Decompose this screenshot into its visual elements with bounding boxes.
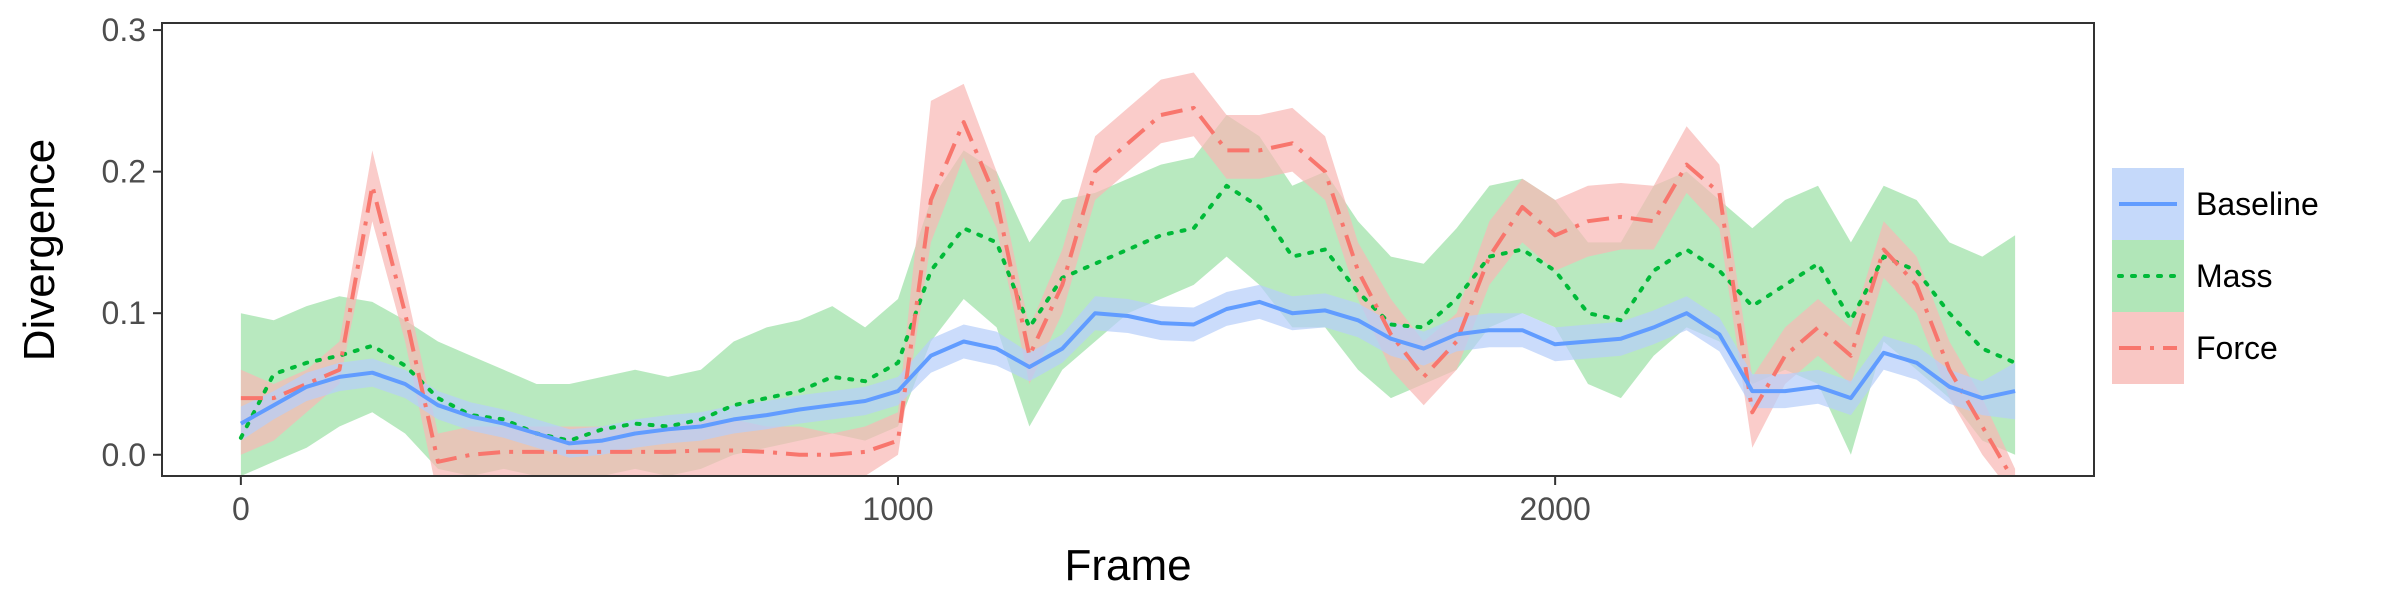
legend: Baseline Mass Force bbox=[2112, 168, 2319, 384]
y-tick-label: 0.3 bbox=[102, 12, 146, 48]
y-axis: 0.0 0.1 0.2 0.3 bbox=[102, 12, 162, 473]
plot-panel-border bbox=[161, 22, 2095, 477]
force-line bbox=[240, 105, 2014, 476]
y-tick-label: 0.0 bbox=[102, 437, 146, 473]
force-band bbox=[240, 72, 2016, 476]
x-axis: 0 1000 2000 bbox=[232, 476, 1591, 527]
baseline-band bbox=[240, 284, 2016, 458]
mass-band bbox=[240, 115, 2016, 476]
y-tick-label: 0.1 bbox=[102, 295, 146, 331]
x-tick-label: 2000 bbox=[1520, 491, 1591, 527]
x-axis-title: Frame bbox=[1064, 541, 1191, 590]
legend-label-mass: Mass bbox=[2196, 258, 2272, 294]
y-axis-title: Divergence bbox=[15, 139, 64, 362]
legend-label-baseline: Baseline bbox=[2196, 186, 2319, 222]
legend-label-force: Force bbox=[2196, 330, 2278, 366]
y-tick-label: 0.2 bbox=[102, 154, 146, 190]
series-lines bbox=[238, 105, 2018, 476]
baseline-line bbox=[239, 299, 2016, 446]
x-tick-label: 0 bbox=[232, 491, 250, 527]
confidence-bands bbox=[240, 72, 2016, 476]
x-tick-label: 1000 bbox=[862, 491, 933, 527]
